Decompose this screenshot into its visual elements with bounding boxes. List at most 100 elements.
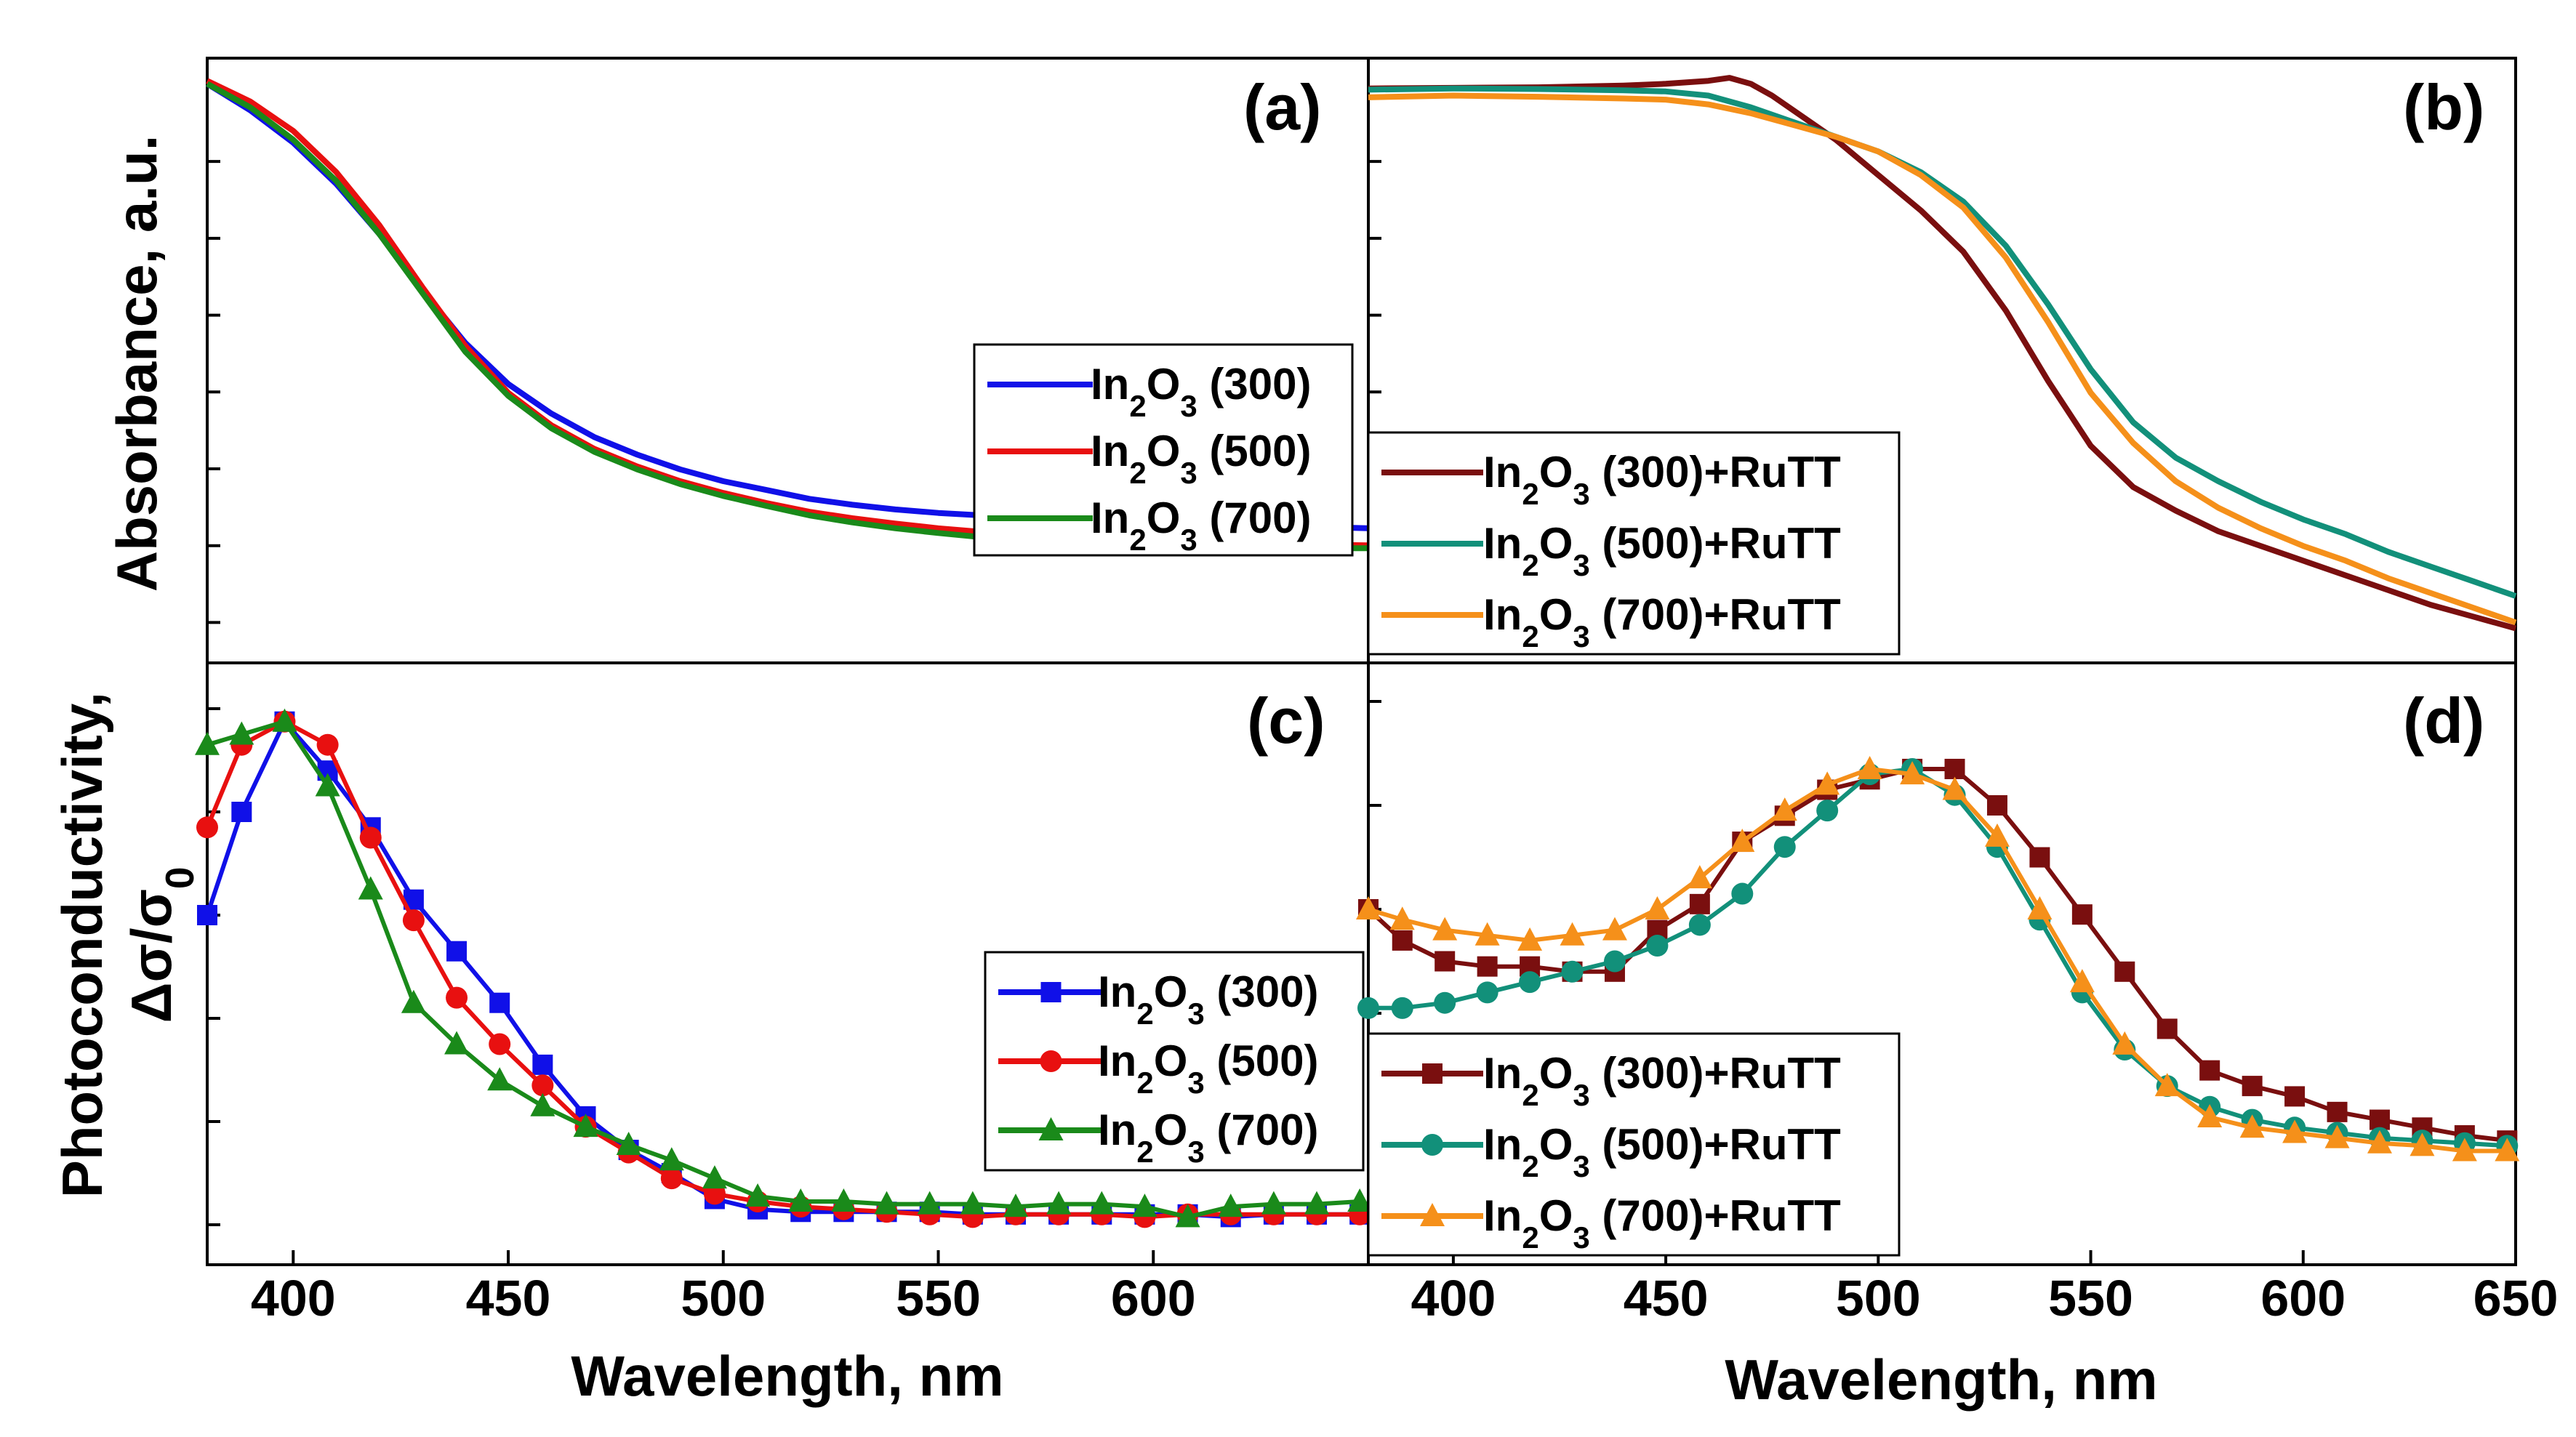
series-line-2 [1368,92,2517,626]
data-point [2367,1130,2392,1154]
data-point [2495,1138,2520,1162]
panel-c-legend: In2O3 (300)In2O3 (500)In2O3 (700) [984,951,1365,1172]
data-point [788,1188,814,1212]
data-point [1392,930,1413,951]
data-point [1519,971,1541,994]
data-point [530,1092,555,1116]
data-point [1175,1204,1200,1228]
panel-d-legend: In2O3 (300)+RuTT In2O3 (500)+RuTT In2O3 (7… [1367,1032,1901,1257]
data-point [489,1033,511,1055]
data-point [1731,882,1754,905]
data-point [2284,1086,2306,1107]
data-point [2154,1073,2180,1097]
series-line-2 [206,719,1360,1220]
data-point [197,905,217,925]
data-point [1356,896,1381,919]
data-point [2069,969,2095,993]
data-point [272,708,297,732]
legend-marker [1421,1134,1443,1156]
data-point [489,992,510,1013]
panel-d-xticks: 400 450 500 550 600 650 [1411,1250,2558,1327]
data-point [402,909,425,932]
legend-label: In2O3 (500)+RuTT [1483,1120,1841,1183]
series-line-1 [1368,85,2517,599]
data-point [1003,1194,1028,1217]
data-point [1602,917,1627,941]
legend-label: In2O3 (700)+RuTT [1483,1191,1841,1255]
data-point [316,733,339,756]
legend-label: In2O3 (700) [1098,1106,1318,1169]
data-point [1687,865,1712,889]
legend-marker [1040,1050,1062,1072]
data-point [1132,1194,1157,1217]
data-point [229,721,254,745]
legend-label: In2O3 (300)+RuTT [1483,448,1841,511]
legend-marker [1038,1117,1064,1140]
data-point [231,802,252,822]
data-point [315,773,340,797]
data-point [1773,836,1796,858]
data-point [1984,823,2010,847]
panel-a: (a) In2O3 (300)In2O3 (500)In2O3 (700) Ab… [105,57,1370,664]
data-point [532,1054,553,1075]
x-tick-label: 500 [1836,1270,1921,1327]
data-point [1474,922,1500,946]
data-point [2282,1119,2308,1143]
data-point [1645,896,1670,919]
series-markers-2 [195,708,1373,1228]
series-line-1 [205,719,1360,1220]
data-point [531,1074,554,1097]
panel-d: 400 450 500 550 600 650 (d) In2O3 (300)+RuTTI… [1356,661,2558,1412]
data-point [2452,1138,2477,1162]
panel-c-ylabel2: Δσ/σ0 [119,866,202,1023]
x-tick-label: 550 [2048,1270,2133,1327]
data-point [2114,961,2135,982]
data-point [2197,1104,2223,1127]
legend-label: In2O3 (700) [1091,494,1311,557]
data-point [745,1183,771,1207]
panel-c-ylabel: Photoconductivity, [50,692,114,1198]
x-tick-label: 550 [896,1270,981,1327]
panel-c: 400 450 500 550 600 (c) In2O3 (300)In2O3 (50… [50,661,1373,1408]
data-point [1304,1191,1330,1215]
data-point [1900,761,1925,785]
data-point [1730,829,1755,853]
legend-label: In2O3 (700)+RuTT [1483,590,1841,653]
data-point [2369,1109,2390,1130]
data-point [1357,997,1379,1019]
panel-d-frame [1367,661,2517,1266]
x-tick-label: 400 [1411,1270,1496,1327]
data-point [358,876,383,900]
data-point [1517,927,1543,951]
data-point [2324,1124,2350,1148]
data-point [2071,904,2093,925]
x-tick-label: 600 [1111,1270,1196,1327]
data-point [2112,1031,2138,1055]
data-point [1942,776,1967,800]
panel-b-legend: In2O3 (300)+RuTT In2O3 (500)+RuTT In2O3 (7… [1367,431,1901,656]
data-point [1816,800,1839,822]
legend-label: In2O3 (300) [1091,360,1311,423]
data-point [446,986,468,1009]
data-point [446,941,468,962]
data-point [2242,1076,2263,1097]
panel-c-xlabel: Wavelength, nm [571,1344,1003,1408]
data-point [1772,797,1797,821]
legend-label: In2O3 (300)+RuTT [1483,1049,1841,1112]
panel-c-xticks: 400 450 500 550 600 [251,1250,1196,1327]
data-point [2239,1114,2265,1138]
legend-marker [1420,1203,1445,1226]
data-point [1389,906,1415,930]
data-point [1815,771,1840,795]
data-point [1434,991,1456,1014]
panel-d-label: (d) [2403,685,2484,757]
x-tick-label: 650 [2473,1270,2559,1327]
x-tick-label: 400 [251,1270,336,1327]
x-tick-label: 500 [681,1270,766,1327]
data-point [1561,960,1584,983]
data-point [831,1188,856,1212]
x-tick-label: 600 [2260,1270,2346,1327]
legend-label: In2O3 (500) [1098,1037,1318,1100]
data-point [659,1147,684,1171]
